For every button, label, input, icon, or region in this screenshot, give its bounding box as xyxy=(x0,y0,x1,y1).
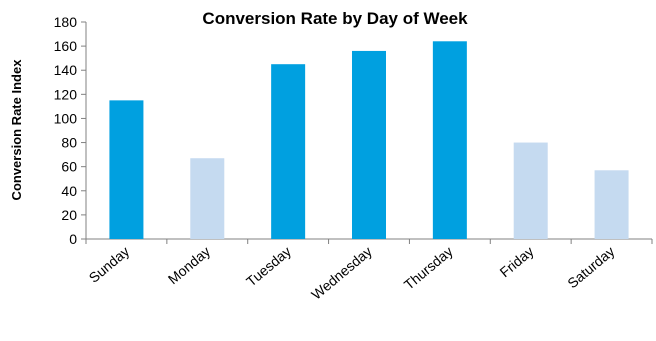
bars-group xyxy=(109,41,629,240)
x-tick-label-saturday: Saturday xyxy=(564,243,617,291)
bar-monday xyxy=(190,158,225,239)
x-axis: Sunday Monday Tuesday Wednesday Thursday Frid… xyxy=(85,238,653,303)
y-tick-label: 120 xyxy=(54,86,78,102)
bar-saturday xyxy=(594,170,629,239)
y-tick-label: 160 xyxy=(54,38,78,54)
y-tick-label: 40 xyxy=(61,183,77,199)
y-tick-label: 20 xyxy=(61,207,77,223)
bar-friday xyxy=(513,142,548,239)
bar-thursday xyxy=(432,41,467,240)
bar-wednesday xyxy=(352,50,386,239)
bar-sunday xyxy=(109,100,144,239)
x-tick-label-friday: Friday xyxy=(497,243,537,280)
chart-title: Conversion Rate by Day of Week xyxy=(202,9,468,28)
y-tick-label: 0 xyxy=(69,231,77,247)
y-tick-label: 180 xyxy=(54,14,78,30)
x-tick-label-sunday: Sunday xyxy=(86,243,133,286)
y-axis-label: Conversion Rate Index xyxy=(9,59,24,201)
y-tick-label: 60 xyxy=(61,159,77,175)
x-tick-label-monday: Monday xyxy=(165,243,213,287)
y-tick-label: 100 xyxy=(54,110,78,126)
y-tick-label: 80 xyxy=(61,135,77,151)
y-axis: 0 20 40 60 80 100 120 140 160 180 xyxy=(54,14,87,247)
x-tick-label-wednesday: Wednesday xyxy=(308,243,375,303)
y-tick-label: 140 xyxy=(54,62,78,78)
x-tick-label-tuesday: Tuesday xyxy=(243,243,294,289)
x-tick-label-thursday: Thursday xyxy=(401,243,456,293)
bar-tuesday xyxy=(271,64,306,239)
